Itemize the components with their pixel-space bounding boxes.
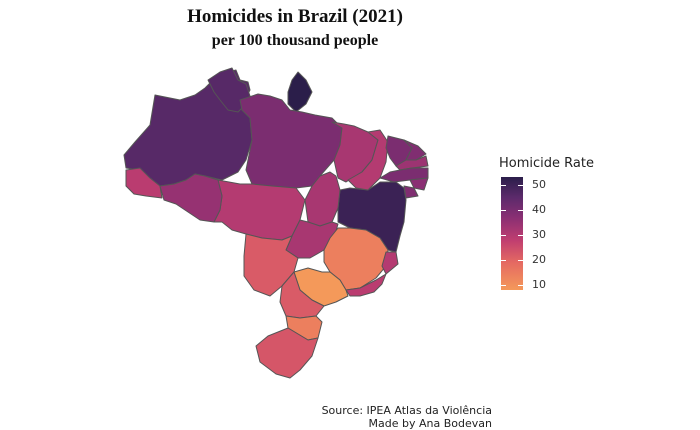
legend-tick-right bbox=[518, 209, 523, 211]
state-alagoas bbox=[409, 177, 429, 191]
state-piaui bbox=[347, 129, 389, 191]
state-rio-grande-do-sul bbox=[255, 327, 319, 379]
state-espirito-santo bbox=[381, 251, 399, 275]
state-tocantins bbox=[304, 171, 341, 227]
legend-tick-left bbox=[501, 184, 506, 186]
legend-tick-left bbox=[501, 259, 506, 261]
legend-tick-left bbox=[501, 284, 506, 286]
legend-tick-right bbox=[518, 234, 523, 236]
legend-tick-right bbox=[518, 284, 523, 286]
chart-subtitle: per 100 thousand people bbox=[211, 32, 379, 49]
legend-title: Homicide Rate bbox=[499, 156, 594, 171]
legend-tick-label: 40 bbox=[532, 202, 546, 216]
legend-tick-label: 10 bbox=[532, 277, 546, 291]
legend-tick-label: 20 bbox=[532, 252, 546, 266]
state-sergipe bbox=[403, 185, 419, 199]
state-rondonia bbox=[159, 173, 223, 223]
state-acre bbox=[125, 167, 163, 199]
legend-tick-left bbox=[501, 209, 506, 211]
state-rio-de-janeiro bbox=[345, 273, 387, 297]
chart-title: Homicides in Brazil (2021) bbox=[187, 6, 403, 27]
legend-tick-label: 50 bbox=[532, 177, 546, 191]
legend-tick-right bbox=[518, 184, 523, 186]
legend-tick-label: 30 bbox=[532, 227, 546, 241]
state-mato-grosso bbox=[213, 179, 306, 241]
state-amapa bbox=[287, 71, 313, 113]
legend-color-bar bbox=[501, 177, 523, 290]
state-parana bbox=[279, 271, 325, 319]
state-minas-gerais bbox=[323, 227, 389, 291]
caption-source: Source: IPEA Atlas da Violência bbox=[321, 404, 492, 417]
caption-author: Made by Ana Bodevan bbox=[368, 417, 492, 430]
state-pernambuco bbox=[379, 167, 429, 183]
legend-tick-left bbox=[501, 234, 506, 236]
state-bahia bbox=[337, 181, 407, 253]
legend-tick-right bbox=[518, 259, 523, 261]
